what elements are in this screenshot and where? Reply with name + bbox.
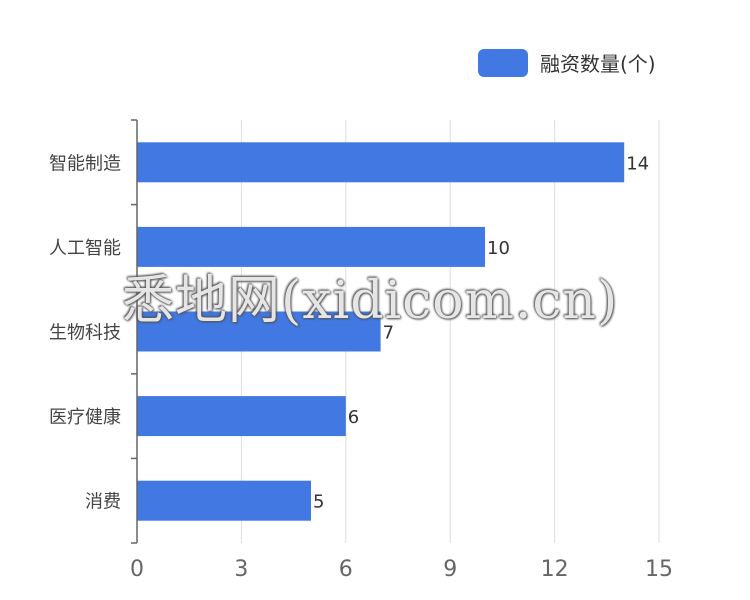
- legend[interactable]: 融资数量(个): [478, 48, 656, 77]
- bar: [137, 142, 625, 183]
- bars: [137, 142, 625, 521]
- legend-swatch: [478, 48, 528, 77]
- legend-label: 融资数量(个): [540, 52, 656, 76]
- y-tick-label: 人工智能: [49, 238, 121, 259]
- x-tick-label: 9: [443, 557, 457, 582]
- x-tick-label: 6: [339, 557, 353, 582]
- y-tick-label: 生物科技: [49, 323, 121, 344]
- data-label: 10: [487, 238, 510, 259]
- bar: [137, 396, 346, 437]
- x-tick-label: 15: [645, 557, 673, 582]
- data-label: 7: [383, 323, 394, 344]
- x-tick-label: 3: [234, 557, 248, 582]
- data-label: 14: [626, 153, 649, 174]
- data-label: 6: [348, 407, 359, 428]
- y-tick-label: 医疗健康: [49, 407, 121, 428]
- bar: [137, 480, 311, 521]
- labels: 0 3 6 9 12 15 智能制造 14 人工智能 10 生物科技 7 医疗健康 6 消费 5: [49, 153, 673, 582]
- y-tick-label: 消费: [85, 492, 121, 513]
- bar: [137, 311, 381, 352]
- grid-lines: [240, 120, 660, 543]
- data-label: 5: [313, 492, 324, 513]
- x-tick-label: 0: [130, 557, 144, 582]
- y-tick-label: 智能制造: [49, 153, 121, 174]
- x-tick-label: 12: [541, 557, 569, 582]
- axes: [131, 119, 138, 544]
- bar: [137, 226, 485, 267]
